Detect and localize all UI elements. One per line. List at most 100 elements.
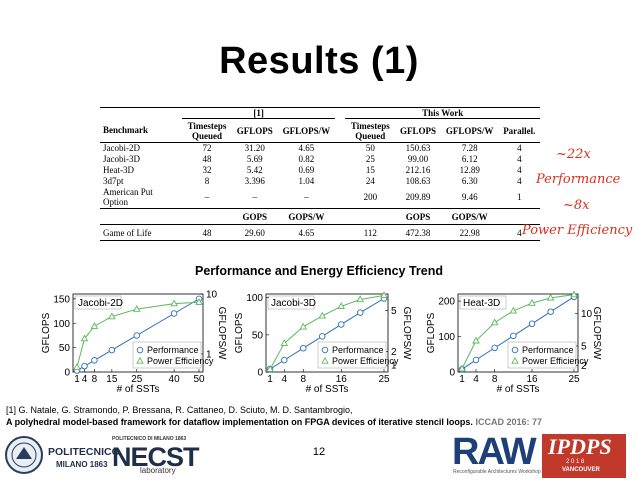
group-this-header: This Work bbox=[345, 107, 540, 119]
raw-subtitle: Reconfigurable Architectures Workshop bbox=[453, 469, 541, 475]
x-axis-label: # of SSTs bbox=[497, 384, 540, 395]
x-tick-label: 15 bbox=[106, 374, 118, 385]
x-tick-label: 25 bbox=[568, 374, 580, 385]
legend-box bbox=[507, 341, 577, 369]
performance-point bbox=[108, 346, 116, 354]
legend-performance-label: Performance bbox=[522, 345, 574, 355]
results-table: [1] This Work Benchmark Timesteps Queued… bbox=[100, 107, 540, 241]
table-row: Game of Life 48 29.60 4.65 112 472.38 22.98 4 bbox=[100, 224, 540, 241]
slide-title: Results (1) bbox=[219, 40, 419, 82]
power-efficiency-point bbox=[380, 291, 388, 299]
performance-point bbox=[319, 333, 326, 340]
legend-power-efficiency-marker bbox=[136, 356, 144, 364]
x-tick-label: 1 bbox=[74, 374, 80, 385]
y-tick-label: 100 bbox=[438, 332, 455, 343]
power-efficiency-point bbox=[570, 290, 578, 298]
power-efficiency-point bbox=[337, 302, 346, 309]
ipdps-city: VANCOUVER bbox=[562, 467, 600, 473]
y-axis-label: GFLOPS bbox=[41, 312, 52, 353]
legend-power-efficiency-label: Power Efficiency bbox=[522, 356, 589, 366]
power-efficiency-point bbox=[509, 306, 518, 314]
ipdps-year: 2 0 1 8 bbox=[566, 459, 585, 465]
necst-top-text: POLITECNICO DI MILANO 1863 bbox=[112, 436, 187, 442]
y2-axis-label: GFLOPS/W bbox=[591, 307, 602, 360]
power-efficiency-point bbox=[108, 312, 116, 320]
table-row: American Put Option – – – 200 209.89 9.46 1 bbox=[103, 187, 522, 208]
citation: [1] G. Natale, G. Stramondo, P. Bressana… bbox=[6, 404, 636, 428]
col-ts-ref: Timesteps Queued bbox=[182, 118, 232, 143]
x-tick-label: 4 bbox=[473, 374, 479, 385]
power-efficiency-point bbox=[318, 311, 327, 319]
power-efficiency-point bbox=[170, 299, 178, 307]
power-efficiency-point bbox=[458, 364, 466, 372]
x-axis-label: # of SSTs bbox=[117, 384, 160, 395]
performance-point bbox=[510, 332, 517, 340]
table-row: Heat-3D 32 5.42 0.69 15 212.16 12.89 4 bbox=[103, 165, 522, 175]
y-axis-label: GFLOPS bbox=[426, 312, 437, 353]
col-gflops-ref: GFLOPS bbox=[232, 118, 278, 143]
legend-power-efficiency-label: Power Efficiency bbox=[332, 356, 399, 366]
note-power-efficiency: Power Efficiency bbox=[522, 223, 633, 238]
plot-title-box bbox=[267, 295, 315, 310]
plot-title: Jacobi-3D bbox=[271, 298, 316, 309]
col-gflops-this: GFLOPS bbox=[395, 118, 441, 143]
y-tick-label: 0 bbox=[257, 368, 263, 379]
performance-point bbox=[491, 344, 498, 352]
power-efficiency-point bbox=[266, 365, 274, 372]
necst-lab-text: laboratory bbox=[140, 466, 176, 475]
legend-box bbox=[132, 341, 202, 369]
performance-point bbox=[170, 310, 178, 317]
legend-performance-marker bbox=[511, 346, 519, 354]
col-gopsw-ref: GOPS/W bbox=[277, 208, 336, 225]
performance-point bbox=[472, 356, 480, 364]
y2-tick-label: 2 bbox=[391, 347, 397, 358]
chart-section-title: Performance and Energy Efficiency Trend bbox=[195, 264, 443, 278]
legend-power-efficiency-marker bbox=[321, 356, 329, 364]
legend-box bbox=[317, 341, 387, 369]
performance-point bbox=[300, 344, 307, 352]
x-tick-label: 8 bbox=[92, 374, 98, 385]
y-tick-label: 100 bbox=[246, 293, 263, 304]
power-efficiency-point bbox=[472, 336, 480, 344]
col-gflopsw-ref: GFLOPS/W bbox=[277, 118, 336, 143]
col-gops-this: GOPS bbox=[395, 208, 441, 225]
performance-point bbox=[528, 320, 536, 328]
y-tick-label: 50 bbox=[252, 330, 264, 341]
plot-title-box bbox=[459, 295, 507, 310]
polimi-seal-logo bbox=[4, 435, 44, 475]
col-gopsw-this: GOPS/W bbox=[440, 208, 499, 225]
table-row: Jacobi-2D 72 31.20 4.65 50 150.63 7.28 4 bbox=[103, 143, 522, 154]
power-efficiency-point bbox=[80, 334, 89, 342]
performance-point bbox=[281, 356, 288, 364]
polimi-city: MILANO 1863 bbox=[56, 460, 108, 469]
note-performance: Performance bbox=[536, 172, 621, 187]
performance-point bbox=[547, 308, 554, 315]
performance-point bbox=[133, 332, 141, 339]
trend-charts: Jacobi-2D1 4 8 15 25 40 50# of SSTs050100150GF… bbox=[41, 290, 602, 396]
group-ref-header: [1] bbox=[182, 107, 336, 119]
table-row: Jacobi-3D 48 5.69 0.82 25 99.00 6.12 4 bbox=[103, 154, 522, 164]
performance-point bbox=[81, 362, 88, 370]
x-tick-label: 8 bbox=[492, 374, 498, 385]
x-tick-label: 50 bbox=[193, 374, 205, 385]
plot-title: Jacobi-2D bbox=[78, 298, 123, 309]
power-efficiency-point bbox=[356, 295, 365, 303]
plot-title: Heat-3D bbox=[463, 298, 500, 309]
ipdps-wordmark: IPDPS bbox=[548, 434, 612, 459]
y2-tick-label: 2 bbox=[581, 361, 587, 372]
x-tick-label: 40 bbox=[169, 374, 181, 385]
performance-point bbox=[357, 309, 364, 316]
polimi-name: POLITECNICO bbox=[48, 446, 120, 458]
y-tick-label: 100 bbox=[53, 319, 70, 330]
y2-tick-label: 5 bbox=[581, 342, 587, 353]
necst-logo: NECST bbox=[112, 442, 200, 472]
power-efficiency-point bbox=[490, 318, 499, 326]
chart-panel-jacobi-2d: Jacobi-2D1 4 8 15 25 40 50# of SSTs050100150GF… bbox=[41, 290, 227, 396]
x-tick-label: 8 bbox=[300, 374, 306, 385]
y-tick-label: 150 bbox=[53, 294, 70, 305]
col-gflopsw-this: GFLOPS/W bbox=[440, 118, 499, 143]
chart-panel-jacobi-3d: Jacobi-3D1 4 8 16 25# of SSTs050100GFLOPS125… bbox=[234, 291, 412, 395]
ipdps-logo bbox=[542, 434, 626, 478]
col-benchmark: Benchmark bbox=[100, 118, 182, 143]
power-efficiency-point bbox=[299, 322, 308, 330]
